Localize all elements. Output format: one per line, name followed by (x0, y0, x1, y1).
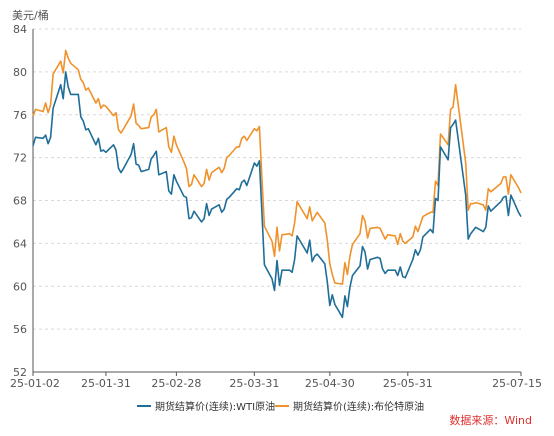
x-tick-label: 25-01-02 (10, 377, 60, 390)
grid (33, 28, 521, 330)
y-tick-label: 84 (13, 23, 27, 36)
y-tick-label: 64 (13, 237, 27, 250)
data-source-note: 数据来源：Wind (449, 413, 532, 427)
y-tick-label: 72 (13, 152, 27, 165)
y-tick-label: 60 (13, 280, 27, 293)
series-line-wti (32, 71, 522, 319)
x-tick-label: 25-01-31 (81, 377, 131, 390)
x-tick-label: 25-05-31 (383, 377, 433, 390)
x-tick-label: 25-07-15 (492, 377, 542, 390)
legend-label-wti: 期货结算价(连续):WTI原油 (155, 400, 275, 413)
legend-label-brent: 期货结算价(连续):布伦特原油 (293, 400, 424, 413)
y-tick-label: 56 (13, 323, 27, 336)
y-axis-unit-label: 美元/桶 (12, 8, 49, 22)
y-tick-label: 80 (13, 66, 27, 79)
series-lines (32, 49, 522, 319)
x-tick-label: 25-04-30 (305, 377, 355, 390)
x-tick-label: 25-03-31 (229, 377, 279, 390)
legend: 期货结算价(连续):WTI原油 期货结算价(连续):布伦特原油 (137, 400, 424, 413)
x-tick-label: 25-02-28 (151, 377, 201, 390)
series-line-brent (32, 49, 522, 285)
y-tick-label: 52 (13, 366, 27, 379)
y-tick-label: 68 (13, 195, 27, 208)
y-tick-label: 76 (13, 109, 27, 122)
